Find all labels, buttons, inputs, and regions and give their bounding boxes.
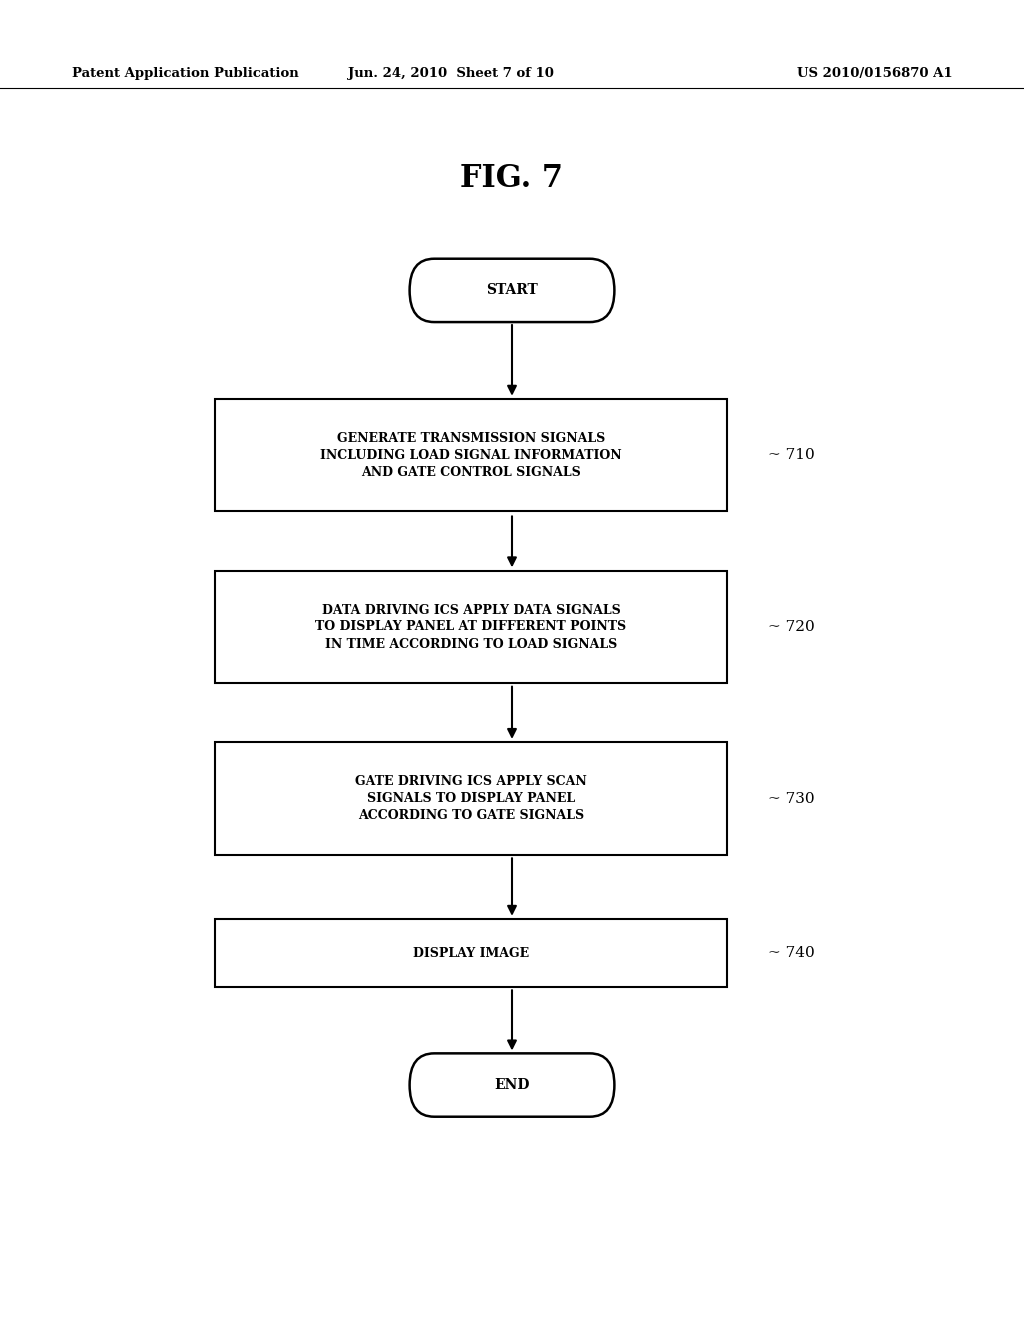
Text: END: END <box>495 1078 529 1092</box>
Text: Patent Application Publication: Patent Application Publication <box>72 67 298 81</box>
Text: GATE DRIVING ICS APPLY SCAN
SIGNALS TO DISPLAY PANEL
ACCORDING TO GATE SIGNALS: GATE DRIVING ICS APPLY SCAN SIGNALS TO D… <box>355 775 587 822</box>
FancyBboxPatch shape <box>410 259 614 322</box>
Text: GENERATE TRANSMISSION SIGNALS
INCLUDING LOAD SIGNAL INFORMATION
AND GATE CONTROL: GENERATE TRANSMISSION SIGNALS INCLUDING … <box>321 432 622 479</box>
FancyBboxPatch shape <box>215 399 727 511</box>
FancyBboxPatch shape <box>215 742 727 855</box>
Text: Jun. 24, 2010  Sheet 7 of 10: Jun. 24, 2010 Sheet 7 of 10 <box>347 67 554 81</box>
Text: START: START <box>486 284 538 297</box>
FancyBboxPatch shape <box>215 570 727 682</box>
Text: DATA DRIVING ICS APPLY DATA SIGNALS
TO DISPLAY PANEL AT DIFFERENT POINTS
IN TIME: DATA DRIVING ICS APPLY DATA SIGNALS TO D… <box>315 603 627 651</box>
FancyBboxPatch shape <box>410 1053 614 1117</box>
Text: ~ 740: ~ 740 <box>768 946 815 960</box>
FancyBboxPatch shape <box>215 919 727 987</box>
Text: US 2010/0156870 A1: US 2010/0156870 A1 <box>797 67 952 81</box>
Text: ~ 720: ~ 720 <box>768 620 815 634</box>
Text: ~ 710: ~ 710 <box>768 449 815 462</box>
Text: FIG. 7: FIG. 7 <box>461 162 563 194</box>
Text: ~ 730: ~ 730 <box>768 792 815 805</box>
Text: DISPLAY IMAGE: DISPLAY IMAGE <box>413 946 529 960</box>
